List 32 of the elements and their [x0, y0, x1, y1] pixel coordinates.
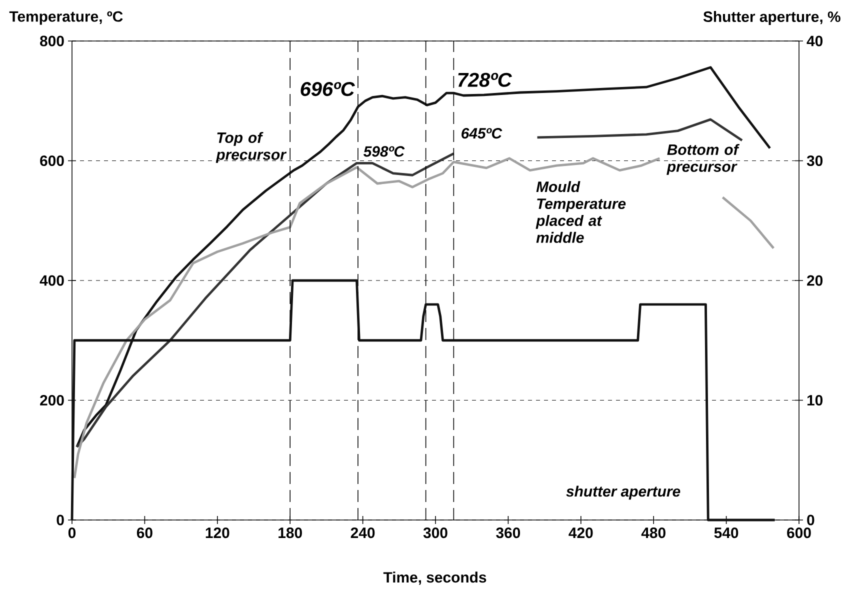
- y-axis-title: Temperature, ºC: [9, 11, 123, 25]
- y2-tick-label: 0: [807, 514, 814, 526]
- series-label: Mould Temperature placed at middle: [536, 181, 626, 243]
- y-tick-label: 800: [40, 36, 64, 46]
- y2-tick-label: 40: [806, 36, 823, 46]
- y2-tick-label: 10: [807, 394, 823, 406]
- series-label: Top of precursor: [216, 132, 287, 163]
- x-tick-label: 540: [714, 528, 738, 538]
- series-label: shutter aperture: [566, 486, 680, 500]
- series-label: Bottom of precursor: [666, 144, 740, 175]
- x-tick-label: 180: [278, 528, 302, 538]
- x-tick-label: 0: [68, 528, 76, 538]
- x-axis-title: Time, seconds: [383, 572, 486, 585]
- y2-tick-label: 30: [806, 155, 823, 166]
- y-tick-label: 400: [40, 275, 64, 286]
- x-tick-label: 60: [136, 528, 152, 538]
- annotation: 728ºC: [458, 72, 512, 87]
- x-tick-label: 300: [423, 528, 448, 538]
- x-tick-label: 240: [350, 528, 375, 538]
- y2-axis-title: Shutter aperture, %: [703, 11, 840, 25]
- x-tick-label: 480: [641, 528, 666, 538]
- x-tick-label: 120: [206, 528, 230, 538]
- x-tick-label: 600: [787, 528, 811, 538]
- x-tick-label: 360: [496, 528, 520, 538]
- y-tick-label: 200: [40, 394, 64, 406]
- y-tick-label: 0: [56, 514, 64, 526]
- annotation: 645ºC: [462, 128, 502, 139]
- x-tick-label: 420: [568, 528, 593, 538]
- y2-tick-label: 20: [807, 275, 823, 286]
- annotation: 696ºC: [300, 82, 355, 96]
- y-tick-label: 600: [40, 155, 64, 166]
- annotation: 598ºC: [364, 146, 405, 157]
